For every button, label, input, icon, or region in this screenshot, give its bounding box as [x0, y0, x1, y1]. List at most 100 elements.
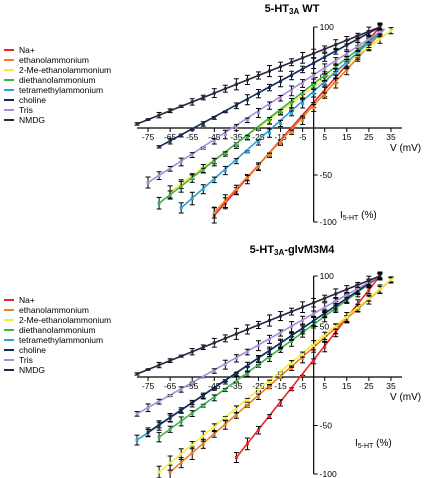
- data-point: [201, 434, 205, 438]
- data-point: [256, 344, 260, 348]
- legend-label: Tris: [19, 355, 33, 365]
- legend-label: diethanolammonium: [19, 325, 96, 335]
- data-point: [168, 470, 172, 474]
- data-point: [212, 116, 216, 120]
- data-point: [389, 29, 393, 33]
- data-point: [301, 118, 305, 122]
- data-point: [334, 49, 338, 53]
- data-point: [378, 25, 382, 29]
- data-point: [256, 111, 260, 115]
- y-tick-label: -100: [320, 469, 337, 478]
- data-point: [378, 274, 382, 278]
- data-point: [323, 312, 327, 316]
- data-point: [268, 356, 271, 360]
- data-point: [334, 325, 338, 329]
- legend-label: ethanolammonium: [19, 305, 89, 315]
- data-point: [234, 144, 238, 148]
- data-point: [201, 404, 205, 408]
- data-point: [212, 211, 216, 215]
- data-point: [334, 299, 338, 303]
- data-point: [190, 412, 194, 416]
- data-point: [290, 101, 294, 105]
- data-point: [201, 122, 205, 126]
- data-point: [356, 51, 360, 55]
- data-point: [367, 37, 371, 41]
- data-point: [279, 110, 283, 114]
- legend-label: Tris: [19, 105, 33, 115]
- data-point: [179, 452, 183, 456]
- x-tick-label: 15: [342, 132, 352, 142]
- data-point: [356, 45, 360, 49]
- data-point: [234, 332, 238, 336]
- data-point: [279, 401, 283, 405]
- data-point: [201, 187, 205, 191]
- data-point: [323, 47, 327, 51]
- data-point: [245, 327, 249, 331]
- data-point: [223, 133, 227, 137]
- panel-2-ylabel: I5-HT (%): [355, 438, 392, 450]
- data-point: [179, 104, 183, 108]
- data-point: [345, 52, 349, 56]
- x-tick-label: -55: [186, 132, 199, 142]
- data-point: [212, 91, 216, 95]
- data-point: [212, 160, 216, 164]
- data-point: [268, 69, 271, 73]
- data-point: [234, 104, 238, 108]
- data-point: [345, 297, 349, 301]
- x-tick-label: -15: [274, 381, 287, 391]
- data-point: [279, 142, 283, 146]
- data-point: [190, 153, 194, 157]
- data-point: [323, 75, 327, 79]
- data-point: [301, 92, 305, 96]
- data-point: [268, 337, 271, 341]
- data-point: [323, 67, 327, 71]
- data-point: [234, 188, 238, 192]
- data-point: [157, 423, 161, 427]
- data-point: [312, 61, 316, 65]
- x-tick-label: -55: [186, 381, 199, 391]
- x-tick-label: 35: [386, 381, 396, 391]
- data-point: [290, 89, 294, 93]
- y-tick-label: 100: [320, 271, 334, 281]
- data-point: [168, 427, 172, 431]
- data-point: [312, 87, 316, 91]
- data-point: [279, 65, 283, 69]
- data-point: [212, 369, 216, 373]
- data-point: [212, 139, 216, 143]
- data-point: [268, 131, 271, 135]
- data-point: [212, 178, 216, 182]
- data-point: [135, 122, 139, 126]
- data-point: [168, 193, 172, 197]
- data-point: [323, 334, 327, 338]
- data-point: [223, 87, 227, 91]
- data-point: [256, 395, 260, 399]
- y-tick-label: -50: [320, 421, 333, 431]
- x-tick-label: 25: [364, 132, 374, 142]
- data-point: [212, 387, 216, 391]
- data-point: [268, 319, 271, 323]
- data-point: [301, 305, 305, 309]
- data-point: [256, 140, 260, 144]
- legend-label: 2-Me-ethanolammonium: [19, 65, 111, 75]
- data-point: [290, 339, 294, 343]
- data-point: [301, 67, 305, 71]
- data-point: [323, 345, 327, 349]
- data-point: [234, 407, 238, 411]
- data-point: [268, 380, 271, 384]
- data-point: [157, 363, 161, 367]
- data-point: [290, 334, 294, 338]
- data-point: [256, 428, 260, 432]
- data-point: [312, 51, 316, 55]
- data-point: [245, 372, 249, 376]
- data-point: [212, 425, 216, 429]
- data-point: [323, 94, 327, 98]
- data-point: [345, 293, 349, 297]
- x-tick-label: -75: [142, 381, 155, 391]
- data-point: [312, 91, 316, 95]
- x-tick-label: -5: [299, 381, 307, 391]
- data-point: [256, 389, 260, 393]
- legend-label: diethanolammonium: [19, 75, 96, 85]
- x-tick-label: -5: [299, 132, 307, 142]
- data-point: [234, 414, 238, 418]
